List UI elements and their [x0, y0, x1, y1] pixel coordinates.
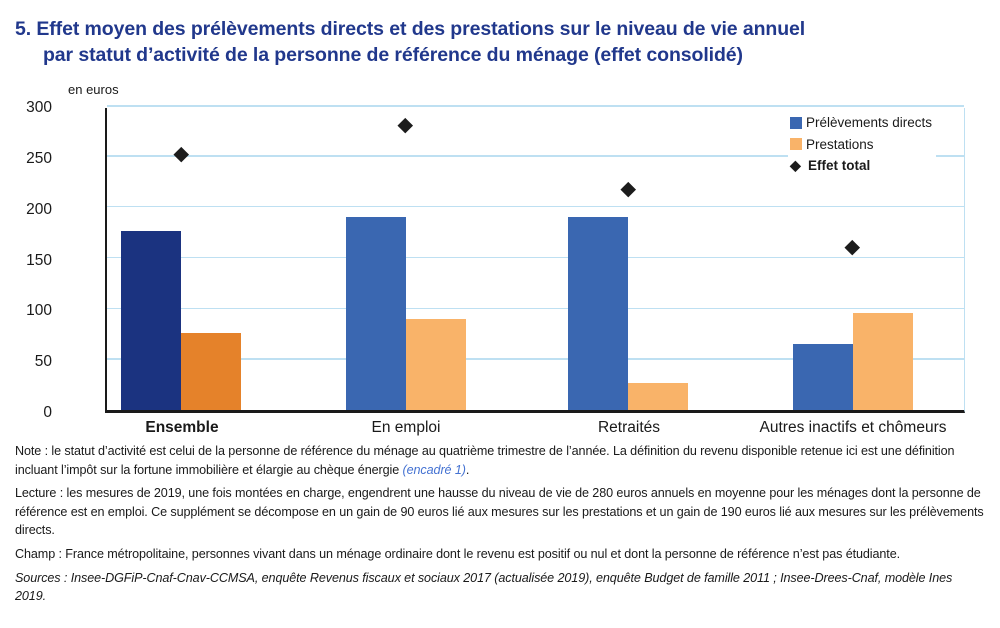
legend-label: Prestations	[806, 136, 874, 152]
y-axis-label-150: 150	[26, 251, 52, 269]
bar-prestations	[852, 313, 913, 410]
figure-notes: Note : le statut d’activité est celui de…	[15, 442, 984, 611]
legend-item: Prestations	[790, 134, 932, 156]
effet-total-marker	[174, 146, 189, 162]
x-axis-label: Ensemble	[145, 419, 219, 436]
y-axis-label-100: 100	[26, 302, 52, 320]
legend-item: Prélèvements directs	[790, 112, 932, 134]
sources-paragraph: Sources : Insee-DGFiP-Cnaf-Cnav-CCMSA, e…	[15, 570, 953, 604]
bar-prestations	[405, 318, 466, 410]
x-axis-label: Autres inactifs et chômeurs	[759, 419, 947, 436]
note-paragraph: Note : le statut d’activité est celui de…	[15, 442, 984, 479]
lecture-paragraph: Lecture : les mesures de 2019, une fois …	[15, 486, 984, 538]
legend-diamond-icon: ◆	[790, 157, 801, 173]
bar-prelevements-directs	[345, 216, 406, 410]
gridline-50	[107, 358, 964, 360]
x-axis-label: En emploi	[371, 419, 441, 436]
champ-paragraph: Champ : France métropolitaine, personnes…	[15, 546, 901, 561]
encadre-link[interactable]: (encadré 1)	[402, 462, 466, 477]
y-axis-label-0: 0	[43, 404, 52, 421]
title-line-1: 5. Effet moyen des prélèvements directs …	[15, 18, 806, 40]
y-axis-label-50: 50	[34, 353, 52, 371]
legend-swatch-prestations	[790, 138, 802, 151]
bar-prelevements-directs	[121, 231, 182, 410]
y-axis-label-250: 250	[26, 149, 52, 167]
bar-prestations	[181, 332, 242, 410]
gridline-200	[107, 205, 964, 208]
gridline-300	[107, 105, 964, 107]
y-axis-label-200: 200	[26, 200, 52, 218]
gridline-100	[107, 307, 964, 310]
axis-unit-label: en euros	[68, 82, 119, 97]
legend-label: Effet total	[808, 158, 871, 173]
title-line-2: par statut d’activité de la personne de …	[43, 44, 743, 66]
figure-title: 5. Effet moyen des prélèvements directs …	[15, 16, 975, 68]
note-text: Note : le statut d’activité est celui de…	[15, 444, 955, 477]
bar-prestations	[628, 382, 689, 410]
bar-prelevements-directs	[792, 343, 853, 410]
x-axis-label: Retraités	[597, 419, 660, 436]
effet-total-marker	[621, 181, 636, 197]
effet-total-marker	[398, 117, 413, 133]
y-axis-label-300: 300	[26, 99, 52, 116]
legend-label: Prélèvements directs	[806, 115, 933, 130]
bar-prelevements-directs	[568, 216, 629, 410]
effet-total-marker	[845, 239, 860, 255]
chart-legend: Prélèvements directs Prestations ◆ Effet to…	[788, 110, 937, 179]
legend-item: ◆ Effet total	[790, 155, 932, 177]
legend-swatch-prelevements	[790, 116, 802, 129]
gridline-150	[107, 256, 964, 259]
note-suffix: .	[465, 462, 470, 477]
gridline-250	[107, 155, 964, 157]
